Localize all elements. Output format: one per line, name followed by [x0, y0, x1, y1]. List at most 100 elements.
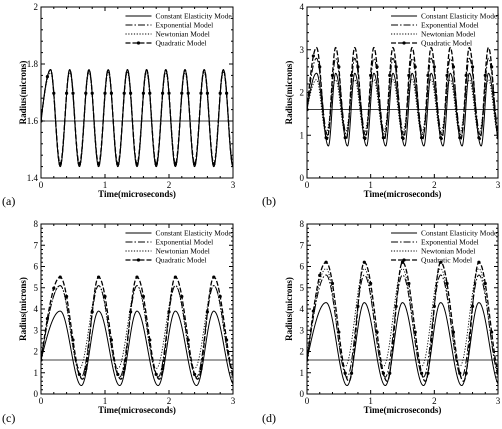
series-marker	[375, 330, 379, 334]
legend-label-2: Exponential Model	[421, 238, 479, 247]
y-tick-label: 5	[34, 283, 39, 293]
series-line-3	[41, 285, 233, 369]
y-tick-label: 8	[300, 219, 305, 229]
x-tick-label: 0	[305, 180, 310, 190]
x-tick-label: 0	[39, 180, 44, 190]
y-tick-label: 6	[34, 262, 39, 272]
series-line-2	[307, 57, 498, 136]
series-marker	[432, 65, 436, 69]
y-tick-label: 2	[34, 347, 39, 357]
series-marker	[330, 281, 335, 286]
y-tick-label: 4	[300, 304, 305, 314]
x-tick-label: 2	[167, 180, 172, 190]
series-marker	[212, 162, 216, 166]
series-marker	[84, 91, 88, 95]
series-marker	[225, 338, 229, 342]
legend-label-2: Exponential Model	[421, 21, 479, 30]
series-marker	[362, 136, 366, 140]
series-marker	[324, 136, 328, 140]
series-marker	[400, 136, 405, 140]
y-tick-label: 1.8	[27, 59, 39, 69]
y-tick-label: 1	[300, 368, 305, 378]
x-tick-label: 2	[432, 396, 437, 406]
y-tick-label: 2	[300, 347, 305, 357]
series-marker	[135, 162, 139, 166]
chart-panel-1: 0 1 2 31.41.61.82Time(microseconds)Radius(m…	[2, 2, 236, 208]
series-marker	[458, 371, 462, 375]
series-marker	[58, 275, 62, 279]
y-tick-label: 5	[300, 283, 305, 293]
series-marker	[337, 330, 341, 334]
series-marker	[451, 330, 456, 334]
series-marker	[103, 91, 107, 95]
legend-label-1: Constant Elasticity Model	[155, 12, 233, 21]
series-marker	[362, 260, 366, 264]
legend-marker	[402, 258, 406, 262]
x-tick-label: 0	[305, 396, 310, 406]
series-marker	[154, 372, 158, 377]
series-marker	[349, 371, 354, 375]
series-marker	[212, 275, 216, 279]
series-marker	[45, 316, 50, 321]
panel-letter: (b)	[262, 194, 276, 208]
series-marker	[122, 91, 126, 95]
series-marker	[343, 136, 347, 140]
series-marker	[77, 162, 81, 166]
series-marker	[420, 136, 424, 140]
series-marker	[97, 275, 101, 279]
y-tick-label: 7	[34, 240, 39, 250]
series-marker	[318, 65, 322, 69]
y-tick-label: 1.6	[27, 116, 39, 126]
series-marker	[77, 372, 81, 377]
series-marker	[109, 338, 113, 342]
series-marker	[381, 371, 385, 375]
panel-letter: (d)	[262, 411, 276, 425]
x-axis-label: Time(microseconds)	[98, 189, 176, 199]
y-tick-label: 1	[34, 368, 39, 378]
series-marker	[464, 371, 468, 375]
series-marker	[161, 367, 165, 371]
x-tick-label: 1	[368, 396, 373, 406]
series-marker	[324, 260, 328, 264]
series-line-2	[41, 69, 233, 168]
series-marker	[349, 73, 354, 77]
series-marker	[218, 294, 222, 299]
x-tick-label: 3	[496, 396, 501, 406]
x-tick-label: 3	[496, 180, 501, 190]
series-marker	[129, 91, 133, 95]
legend-label-1: Constant Elasticity Model	[421, 12, 499, 21]
chart-panel-4: 0 1 2 3 0 1 2 3 4 5 6 7 8 Time(microseconds) Radius(mi…	[262, 219, 501, 425]
series-marker	[413, 65, 417, 69]
series-marker	[337, 65, 341, 69]
series-marker	[141, 294, 145, 299]
legend-label-4: Quadratic Model	[421, 256, 472, 265]
y-axis-label: Radius(microns)	[284, 277, 294, 341]
series-marker	[52, 286, 56, 290]
series-marker	[116, 372, 120, 377]
y-tick-label: 1	[300, 130, 305, 140]
series-marker	[477, 260, 481, 264]
series-marker	[186, 91, 190, 95]
legend-marker	[136, 41, 141, 45]
series-marker	[186, 338, 190, 342]
plot-frame	[40, 6, 234, 179]
series-marker	[451, 65, 456, 69]
series-marker	[483, 73, 487, 77]
x-tick-label: 3	[231, 396, 236, 406]
y-tick-label: 4	[34, 304, 39, 314]
series-marker	[426, 73, 430, 77]
legend-label-3: Newtonian Model	[421, 30, 475, 39]
legend-label-3: Newtonian Model	[155, 30, 209, 39]
y-tick-label: 3	[300, 325, 305, 335]
y-tick-label: 0	[34, 389, 39, 399]
series-marker	[420, 371, 424, 375]
series-marker	[388, 73, 392, 77]
legend-marker	[402, 41, 406, 45]
series-marker	[154, 162, 158, 166]
y-tick-label: 0	[300, 173, 305, 183]
series-line-1	[41, 310, 233, 387]
series-marker	[116, 162, 120, 166]
series-marker	[470, 65, 475, 69]
y-tick-label: 2	[300, 88, 305, 98]
